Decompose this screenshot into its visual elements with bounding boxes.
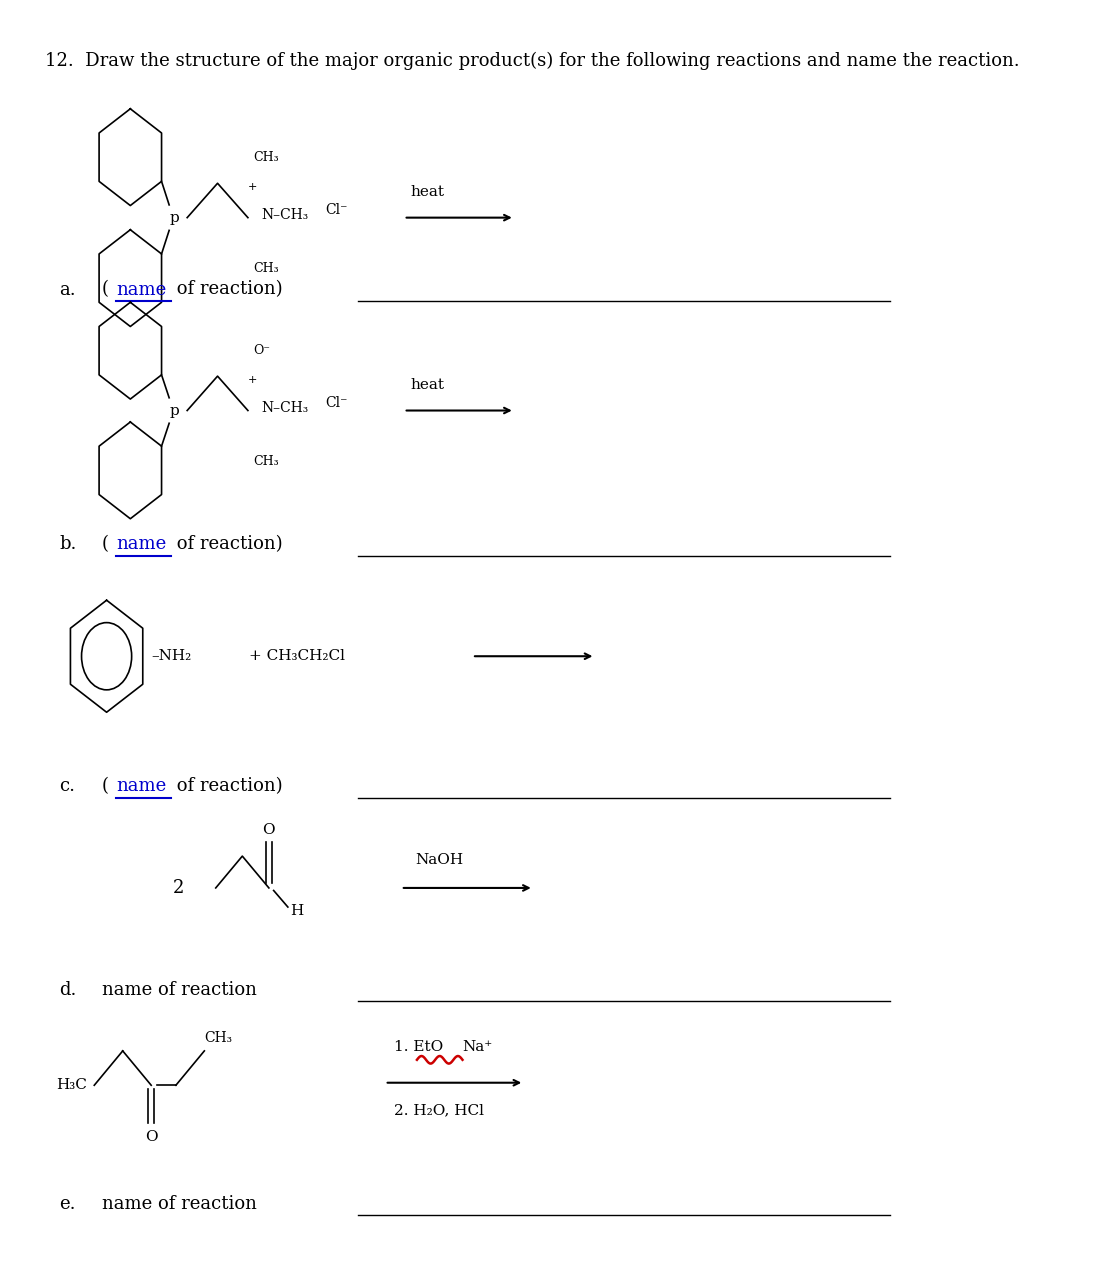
Text: O⁻: O⁻: [253, 344, 271, 356]
Text: 1. EtO: 1. EtO: [394, 1040, 443, 1054]
Text: heat: heat: [410, 378, 444, 393]
Text: Cl⁻: Cl⁻: [326, 396, 348, 409]
Text: of reaction): of reaction): [171, 281, 283, 299]
Text: name of reaction: name of reaction: [102, 1194, 257, 1212]
Text: of reaction): of reaction): [171, 535, 283, 553]
Text: of reaction): of reaction): [171, 777, 283, 795]
Text: CH₃: CH₃: [253, 456, 279, 468]
Text: a.: a.: [59, 281, 76, 299]
Text: CH₃: CH₃: [253, 263, 279, 275]
Text: –NH₂: –NH₂: [151, 649, 191, 663]
Text: b.: b.: [59, 535, 77, 553]
Text: H₃C: H₃C: [57, 1079, 87, 1093]
Text: NaOH: NaOH: [416, 853, 463, 867]
Text: (: (: [102, 777, 109, 795]
Text: +: +: [248, 181, 258, 192]
Text: name: name: [116, 281, 167, 299]
Text: p: p: [169, 404, 179, 417]
Text: CH₃: CH₃: [204, 1031, 232, 1045]
Text: O: O: [262, 822, 276, 837]
Text: (: (: [102, 535, 109, 553]
Text: + CH₃CH₂Cl: + CH₃CH₂Cl: [249, 649, 344, 663]
Text: 12.  Draw the structure of the major organic product(s) for the following reacti: 12. Draw the structure of the major orga…: [44, 51, 1020, 69]
Text: CH₃: CH₃: [253, 151, 279, 165]
Text: H: H: [290, 903, 303, 918]
Text: Na⁺: Na⁺: [462, 1040, 493, 1054]
Text: c.: c.: [59, 777, 76, 795]
Text: 2: 2: [173, 879, 184, 897]
Text: N–CH₃: N–CH₃: [261, 402, 309, 414]
Text: name of reaction: name of reaction: [102, 981, 257, 999]
Text: 2. H₂O, HCl: 2. H₂O, HCl: [394, 1104, 484, 1117]
Text: e.: e.: [59, 1194, 76, 1212]
Text: d.: d.: [59, 981, 77, 999]
Text: p: p: [169, 211, 179, 225]
Text: heat: heat: [410, 185, 444, 199]
Text: Cl⁻: Cl⁻: [326, 203, 348, 218]
Text: (: (: [102, 281, 109, 299]
Text: O: O: [144, 1130, 158, 1144]
Text: name: name: [116, 777, 167, 795]
Text: name: name: [116, 535, 167, 553]
Text: +: +: [248, 375, 258, 385]
Text: N–CH₃: N–CH₃: [261, 208, 309, 223]
